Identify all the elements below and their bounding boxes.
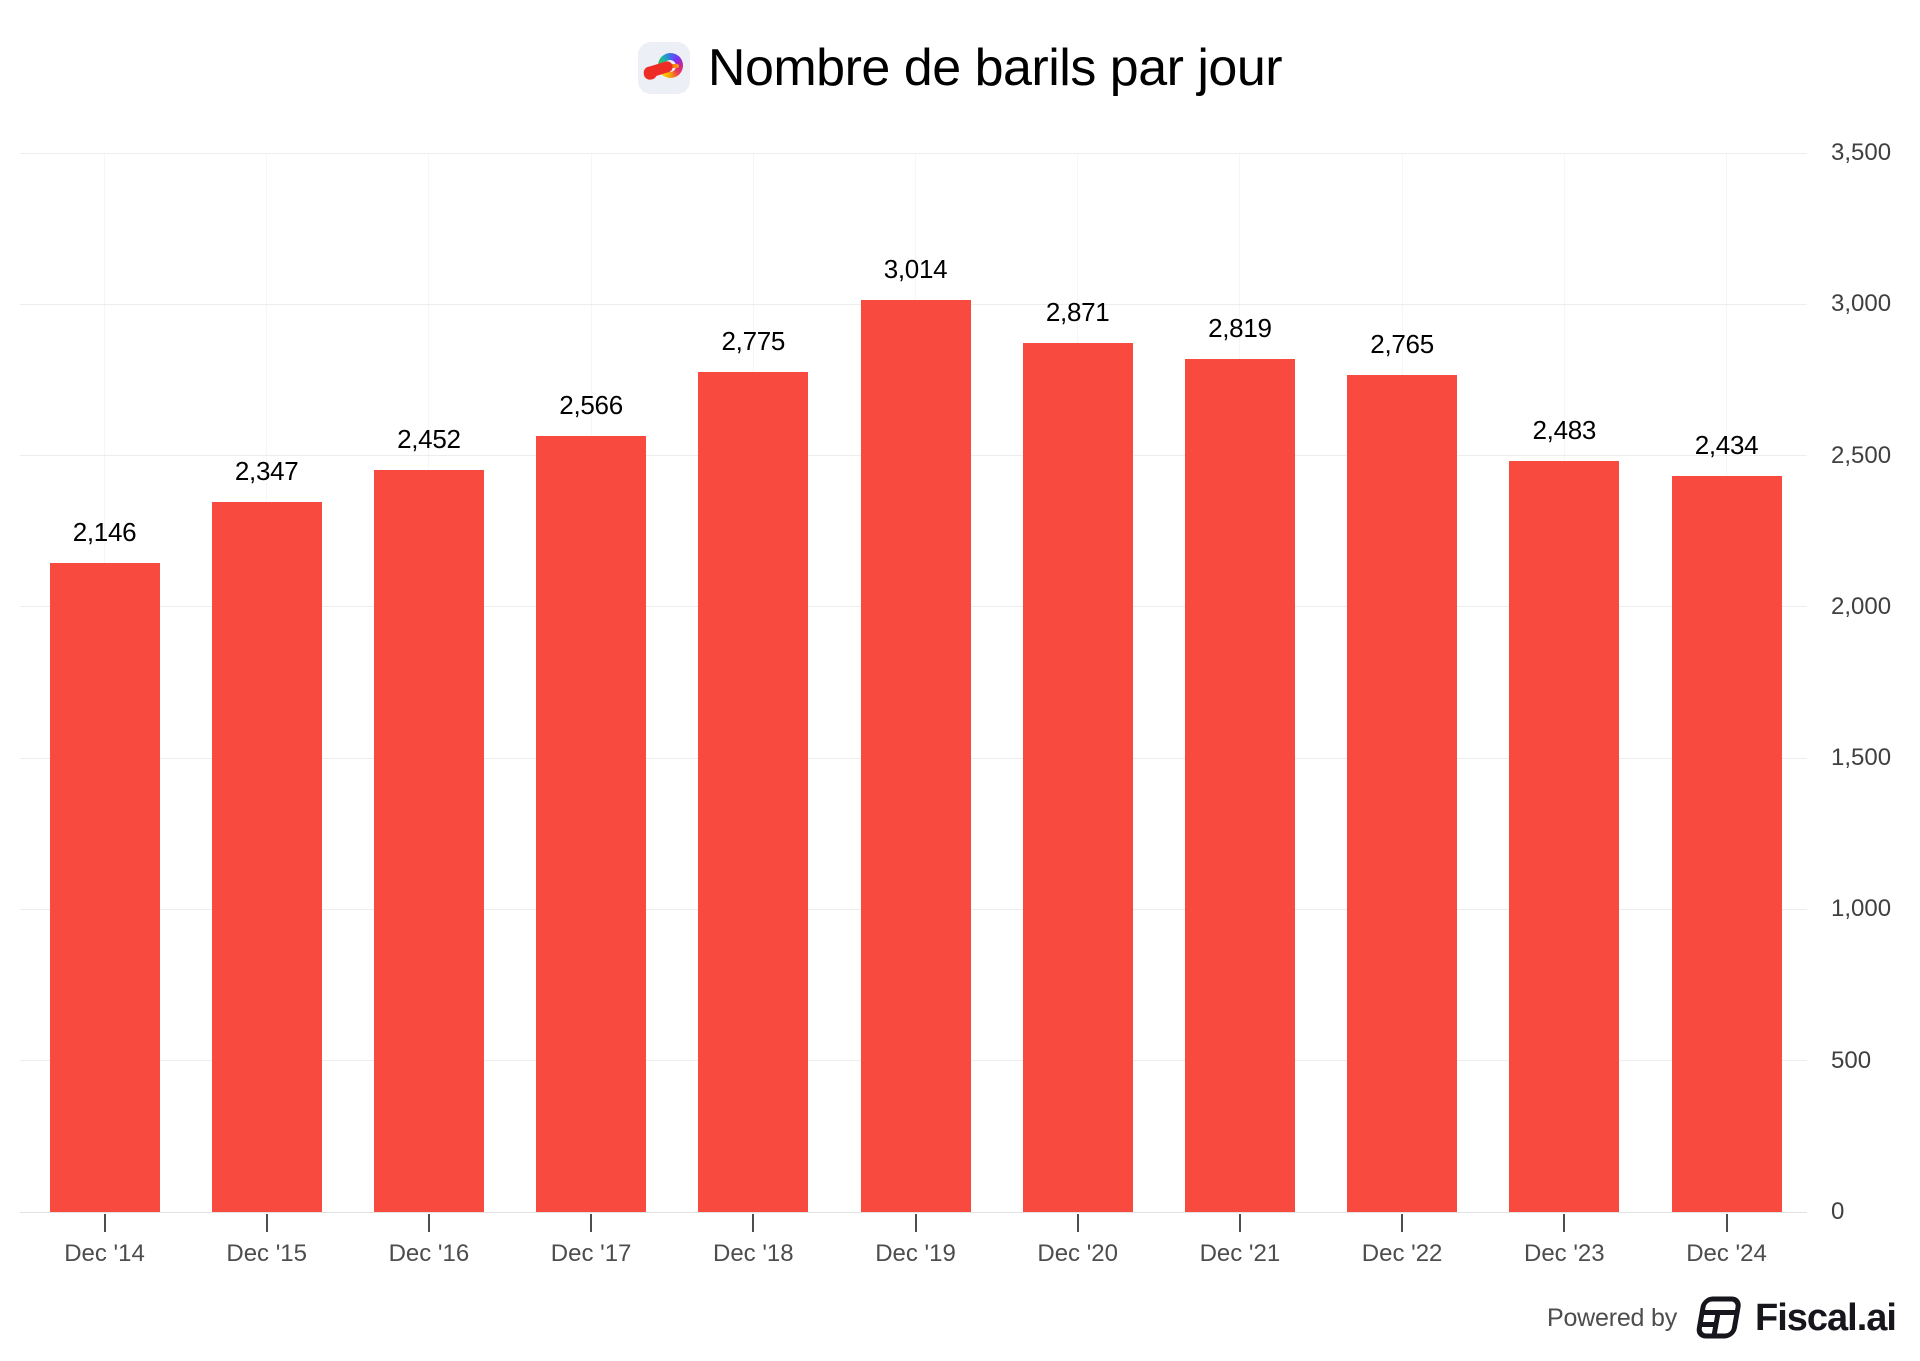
bar-value-label: 2,347 [234, 455, 299, 486]
y-axis-label: 1,500 [1831, 744, 1892, 772]
x-tick [590, 1214, 593, 1232]
x-tick [427, 1214, 430, 1232]
bar-value-label: 2,765 [1370, 329, 1434, 360]
bar[interactable] [211, 501, 322, 1212]
x-tick [914, 1214, 917, 1232]
x-axis-label: Dec '18 [712, 1240, 794, 1267]
y-axis-label: 2,500 [1831, 441, 1892, 469]
bar-value-label: 2,566 [559, 389, 623, 420]
y-axis-label: 2,000 [1831, 592, 1892, 620]
x-tick [752, 1214, 755, 1232]
x-tick [1725, 1214, 1728, 1232]
y-gridline [20, 152, 1807, 154]
bar-value-label: 3,014 [883, 254, 948, 285]
bar[interactable] [698, 372, 809, 1212]
bar-value-label: 2,871 [1045, 297, 1110, 328]
y-axis-label: 500 [1831, 1046, 1872, 1074]
bar[interactable] [536, 435, 647, 1212]
totalenergies-logo-icon [637, 42, 690, 94]
x-axis-label: Dec '23 [1523, 1240, 1605, 1267]
chart-header: Nombre de barils par jour [0, 36, 1920, 100]
x-axis-label: Dec '17 [550, 1240, 632, 1267]
fiscalai-logo-icon [1696, 1296, 1741, 1339]
y-axis-label: 3,500 [1831, 139, 1892, 166]
bar[interactable] [373, 470, 484, 1212]
bar[interactable] [49, 562, 160, 1212]
bar[interactable] [1509, 460, 1620, 1212]
x-tick [265, 1214, 268, 1232]
x-axis-label: Dec '24 [1686, 1240, 1767, 1267]
bar[interactable] [1671, 475, 1782, 1212]
x-tick [1238, 1214, 1241, 1232]
y-axis-label: 3,000 [1831, 290, 1892, 318]
y-axis-label: 0 [1831, 1198, 1845, 1225]
x-tick [1076, 1214, 1079, 1232]
bar[interactable] [1022, 343, 1133, 1212]
x-axis-label: Dec '22 [1361, 1240, 1443, 1267]
bar-value-label: 2,775 [721, 326, 786, 357]
chart-title: Nombre de barils par jour [707, 39, 1283, 97]
x-axis-label: Dec '16 [388, 1240, 470, 1267]
x-tick [1563, 1214, 1566, 1232]
bar[interactable] [860, 300, 971, 1212]
footer: Powered by Fiscal.ai [1546, 1296, 1897, 1340]
x-axis-label: Dec '14 [64, 1240, 145, 1267]
y-gridline [20, 1211, 1807, 1213]
bar-value-label: 2,434 [1694, 429, 1759, 460]
x-tick [1401, 1214, 1404, 1232]
powered-by-label: Powered by [1546, 1303, 1678, 1332]
x-tick [103, 1214, 106, 1232]
bar[interactable] [1347, 375, 1458, 1212]
bar-value-label: 2,452 [397, 424, 461, 455]
x-axis-label: Dec '20 [1037, 1240, 1118, 1267]
x-axis-label: Dec '15 [226, 1240, 307, 1267]
fiscalai-brand: Fiscal.ai [1755, 1296, 1897, 1339]
bar[interactable] [1184, 359, 1295, 1212]
bar-value-label: 2,483 [1532, 414, 1597, 445]
x-axis-label: Dec '21 [1199, 1240, 1281, 1267]
x-axis-label: Dec '19 [875, 1240, 956, 1267]
bar-value-label: 2,146 [72, 516, 137, 547]
y-axis-label: 1,000 [1831, 895, 1892, 923]
bar-value-label: 2,819 [1208, 313, 1272, 344]
